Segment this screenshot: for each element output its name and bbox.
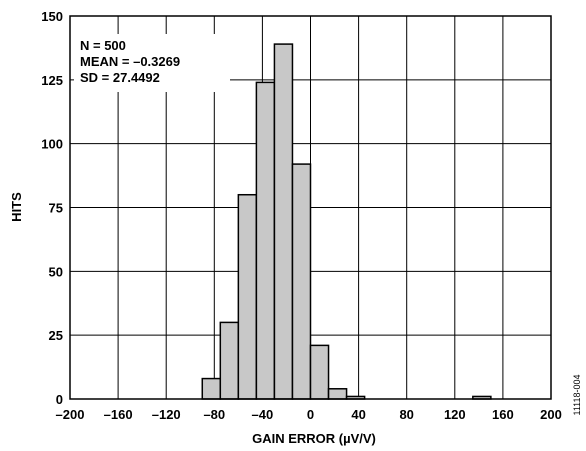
histogram-bar	[201, 377, 222, 400]
x-tick-label: 200	[540, 407, 562, 422]
y-tick-label: 150	[41, 9, 63, 24]
x-tick-label: 0	[307, 407, 314, 422]
histogram-bar	[255, 81, 276, 400]
histogram-bar	[291, 163, 312, 400]
annotation-mean: MEAN = –0.3269	[80, 54, 180, 69]
y-tick-label: 25	[49, 328, 63, 343]
x-axis-ticks: –200 –160 –120 –80 –40 0 40 80 120 160 200	[56, 407, 562, 422]
y-tick-label: 75	[49, 201, 63, 216]
y-axis-label: HITS	[9, 192, 24, 222]
x-axis-label: GAIN ERROR (µV/V)	[252, 431, 376, 446]
x-tick-label: –200	[56, 407, 85, 422]
histogram-bar	[327, 388, 348, 400]
histogram-bars	[201, 43, 492, 400]
annotation-n: N = 500	[80, 38, 126, 53]
histogram-bar	[309, 344, 330, 400]
y-tick-label: 100	[41, 137, 63, 152]
histogram-bar	[237, 193, 258, 400]
stats-annotation-background	[74, 34, 230, 92]
plot-frame	[69, 15, 552, 400]
y-axis-ticks: 0 25 50 75 100 125 150	[41, 9, 63, 407]
histogram-bar	[219, 321, 240, 400]
annotation-sd: SD = 27.4492	[80, 70, 160, 85]
y-tick-label: 0	[56, 392, 63, 407]
x-tick-label: 80	[399, 407, 413, 422]
y-tick-label: 125	[41, 73, 63, 88]
x-tick-label: 40	[351, 407, 365, 422]
x-tick-label: –160	[104, 407, 133, 422]
figure-id: 11118-004	[572, 374, 582, 415]
x-tick-label: –80	[203, 407, 225, 422]
x-tick-label: 120	[444, 407, 466, 422]
x-tick-label: –40	[252, 407, 274, 422]
histogram-bar	[273, 43, 294, 400]
x-tick-label: 160	[492, 407, 514, 422]
y-tick-label: 50	[49, 264, 63, 279]
x-tick-label: –120	[152, 407, 181, 422]
